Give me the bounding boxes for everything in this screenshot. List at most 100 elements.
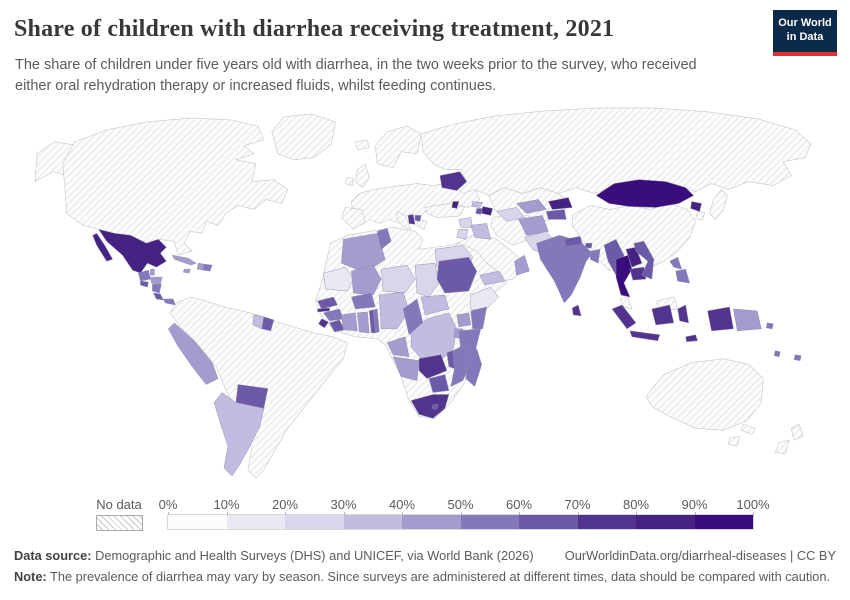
country[interactable]	[651, 304, 674, 326]
country[interactable]	[571, 304, 582, 317]
country[interactable]	[451, 201, 460, 209]
country[interactable]	[351, 181, 481, 226]
country[interactable]	[351, 264, 382, 296]
country[interactable]	[629, 266, 647, 281]
country[interactable]	[563, 236, 583, 247]
legend-bin[interactable]	[343, 515, 402, 529]
country[interactable]	[619, 296, 633, 310]
country[interactable]	[428, 374, 450, 393]
country[interactable]	[456, 229, 469, 240]
country[interactable]	[341, 312, 358, 332]
country[interactable]	[271, 113, 336, 161]
country[interactable]	[518, 215, 549, 236]
country[interactable]	[458, 217, 474, 228]
country[interactable]	[318, 318, 329, 329]
country[interactable]	[374, 125, 422, 169]
country[interactable]	[182, 268, 191, 274]
country[interactable]	[728, 435, 740, 447]
country[interactable]	[213, 392, 265, 477]
country[interactable]	[450, 342, 473, 387]
country[interactable]	[150, 268, 155, 276]
country[interactable]	[414, 262, 440, 298]
legend-bin[interactable]	[577, 515, 636, 529]
country[interactable]	[675, 268, 690, 284]
legend-bin[interactable]	[460, 515, 519, 529]
country[interactable]	[317, 296, 338, 310]
country[interactable]	[150, 276, 163, 285]
country[interactable]	[733, 308, 762, 332]
country[interactable]	[392, 356, 420, 381]
country[interactable]	[357, 311, 370, 334]
country[interactable]	[345, 177, 354, 186]
country[interactable]	[416, 219, 428, 230]
legend-bin[interactable]	[226, 515, 285, 529]
country[interactable]	[625, 247, 643, 268]
attribution-link[interactable]: OurWorldinData.org/diarrheal-diseases | …	[564, 548, 836, 563]
country[interactable]	[470, 223, 491, 240]
country[interactable]	[470, 286, 499, 312]
country[interactable]	[481, 206, 493, 216]
country[interactable]	[439, 171, 468, 191]
country[interactable]	[536, 235, 593, 304]
country[interactable]	[261, 316, 275, 332]
country[interactable]	[168, 322, 219, 385]
country[interactable]	[707, 306, 734, 332]
country[interactable]	[373, 308, 380, 334]
owid-logo[interactable]: Our World in Data	[773, 10, 837, 56]
country[interactable]	[765, 322, 774, 330]
country[interactable]	[690, 201, 702, 212]
legend-nodata-swatch[interactable]	[96, 515, 143, 531]
legend-bin[interactable]	[285, 515, 344, 529]
country[interactable]	[431, 404, 439, 410]
country[interactable]	[669, 256, 683, 270]
country[interactable]	[341, 233, 386, 274]
country[interactable]	[548, 197, 573, 210]
country[interactable]	[793, 354, 802, 361]
country[interactable]	[546, 209, 567, 220]
country[interactable]	[202, 263, 213, 272]
country[interactable]	[140, 280, 149, 288]
country[interactable]	[584, 243, 593, 249]
country[interactable]	[355, 163, 370, 189]
country[interactable]	[677, 304, 689, 324]
country[interactable]	[386, 336, 410, 357]
country[interactable]	[695, 211, 705, 221]
legend-bin[interactable]	[519, 515, 578, 529]
country[interactable]	[615, 254, 633, 298]
country[interactable]	[162, 298, 176, 306]
country[interactable]	[407, 214, 416, 225]
country[interactable]	[516, 199, 547, 214]
country[interactable]	[709, 189, 728, 220]
country[interactable]	[611, 304, 637, 330]
country[interactable]	[773, 350, 781, 357]
country[interactable]	[414, 215, 422, 222]
country[interactable]	[410, 394, 450, 419]
country[interactable]	[595, 179, 694, 208]
country[interactable]	[629, 330, 661, 342]
country[interactable]	[376, 228, 392, 250]
country[interactable]	[152, 283, 162, 294]
country[interactable]	[479, 270, 505, 286]
country[interactable]	[341, 207, 366, 230]
country[interactable]	[790, 423, 804, 441]
country[interactable]	[420, 107, 812, 196]
country[interactable]	[98, 228, 167, 274]
country[interactable]	[645, 358, 764, 431]
country[interactable]	[379, 291, 410, 330]
country[interactable]	[354, 139, 370, 151]
legend-bin[interactable]	[402, 515, 461, 529]
country[interactable]	[633, 241, 655, 280]
legend-bin[interactable]	[168, 515, 227, 529]
country[interactable]	[465, 348, 482, 387]
country[interactable]	[514, 254, 530, 276]
country[interactable]	[351, 292, 376, 310]
country[interactable]	[323, 266, 354, 292]
country[interactable]	[496, 207, 525, 222]
legend-bin[interactable]	[636, 515, 695, 529]
country[interactable]	[317, 307, 330, 313]
country[interactable]	[471, 201, 484, 208]
country[interactable]	[774, 439, 790, 455]
country[interactable]	[153, 292, 164, 301]
country[interactable]	[740, 423, 756, 435]
country[interactable]	[589, 248, 601, 264]
